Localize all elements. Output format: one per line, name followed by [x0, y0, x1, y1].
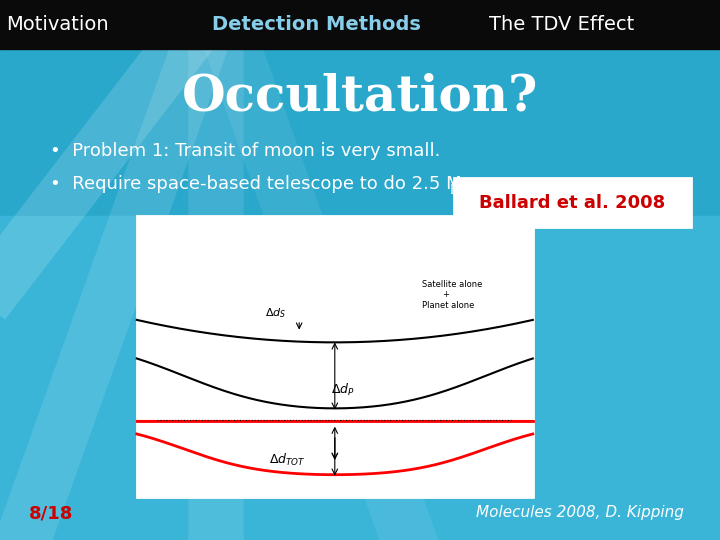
Text: The TDV Effect: The TDV Effect	[489, 15, 634, 34]
Bar	[0, 216, 720, 540]
Text: Molecules 2008, D. Kipping: Molecules 2008, D. Kipping	[476, 505, 684, 521]
Text: 8/18: 8/18	[29, 504, 73, 522]
Bar	[0, 0, 720, 49]
Text: $\Delta d_P$: $\Delta d_P$	[331, 382, 354, 398]
Text: •  Problem 1: Transit of moon is very small.: • Problem 1: Transit of moon is very sma…	[50, 142, 441, 160]
Text: .: .	[477, 174, 483, 193]
Text: EARTH: EARTH	[450, 183, 496, 197]
Text: Detection Methods: Detection Methods	[212, 15, 421, 34]
Text: Satellite alone
        +
Planet alone: Satellite alone + Planet alone	[422, 280, 482, 309]
Text: Occultation?: Occultation?	[182, 73, 538, 122]
Text: $\Delta d_{TOT}$: $\Delta d_{TOT}$	[269, 452, 305, 468]
Text: Motivation: Motivation	[6, 15, 109, 34]
Text: •  Require space-based telescope to do 2.5 M: • Require space-based telescope to do 2.…	[50, 174, 462, 193]
Bar	[137, 216, 533, 497]
Text: Ballard et al. 2008: Ballard et al. 2008	[480, 193, 665, 212]
Bar	[454, 178, 691, 227]
Text: $\Delta d_S$: $\Delta d_S$	[265, 306, 286, 320]
